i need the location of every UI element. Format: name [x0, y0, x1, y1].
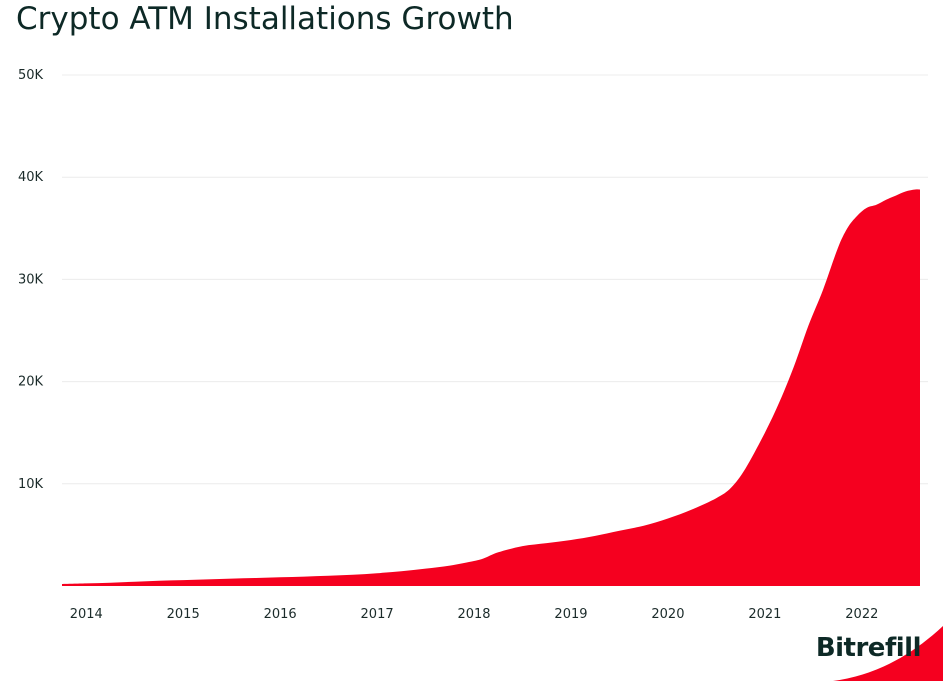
- x-tick-label: 2021: [748, 607, 781, 622]
- y-axis-ticks: 10K 20K 30K 40K 50K: [18, 68, 44, 492]
- x-axis-ticks: 2014 2015 2016 2017 2018 2019 2020 2021 2022: [70, 607, 879, 622]
- x-tick-label: 2017: [361, 607, 394, 622]
- y-tick-label: 40K: [18, 170, 44, 185]
- x-tick-label: 2019: [554, 607, 587, 622]
- x-tick-label: 2014: [70, 607, 103, 622]
- x-tick-label: 2016: [264, 607, 297, 622]
- area-series-0: [62, 189, 920, 587]
- y-tick-label: 50K: [18, 68, 44, 83]
- y-tick-label: 20K: [18, 375, 44, 390]
- series-area: [62, 189, 920, 587]
- brand-logo: Bitrefill: [815, 633, 922, 663]
- y-tick-label: 10K: [18, 477, 44, 492]
- x-tick-label: 2020: [651, 607, 684, 622]
- x-tick-label: 2022: [845, 607, 878, 622]
- x-tick-label: 2015: [167, 607, 200, 622]
- chart-title: Crypto ATM Installations Growth: [16, 1, 514, 37]
- brand-swoosh-icon: [833, 626, 943, 681]
- y-tick-label: 30K: [18, 272, 44, 287]
- x-tick-label: 2018: [457, 607, 490, 622]
